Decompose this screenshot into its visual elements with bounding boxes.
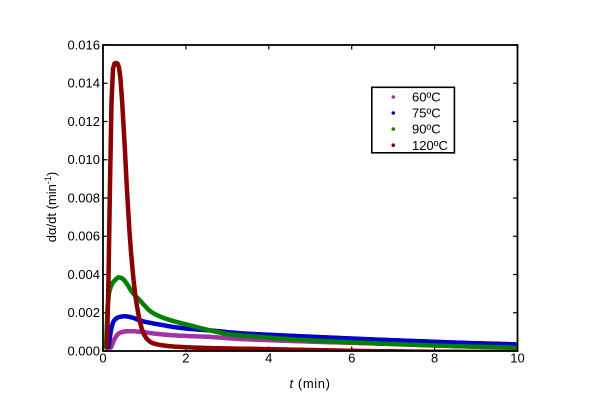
svg-text:0.014: 0.014 (67, 76, 100, 91)
svg-text:8: 8 (431, 351, 438, 366)
svg-text:75ºC: 75ºC (412, 106, 441, 121)
svg-text:120ºC: 120ºC (412, 138, 448, 153)
svg-text:dα/dt (min-1): dα/dt (min-1) (43, 172, 59, 242)
svg-text:2: 2 (182, 351, 189, 366)
svg-text:0.000: 0.000 (67, 343, 100, 358)
svg-text:6: 6 (348, 351, 355, 366)
svg-text:90ºC: 90ºC (412, 122, 441, 137)
svg-text:0.012: 0.012 (67, 114, 100, 129)
svg-text:0.004: 0.004 (67, 267, 100, 282)
svg-text:60ºC: 60ºC (412, 90, 441, 105)
svg-text:0.010: 0.010 (67, 152, 100, 167)
svg-text:0.006: 0.006 (67, 229, 100, 244)
svg-text:4: 4 (265, 351, 272, 366)
svg-text:0.016: 0.016 (67, 37, 100, 52)
svg-text:0.008: 0.008 (67, 190, 100, 205)
svg-text:0.002: 0.002 (67, 305, 100, 320)
svg-text:0: 0 (99, 351, 106, 366)
svg-text:10: 10 (510, 351, 524, 366)
svg-text:t (min): t (min) (289, 376, 330, 391)
